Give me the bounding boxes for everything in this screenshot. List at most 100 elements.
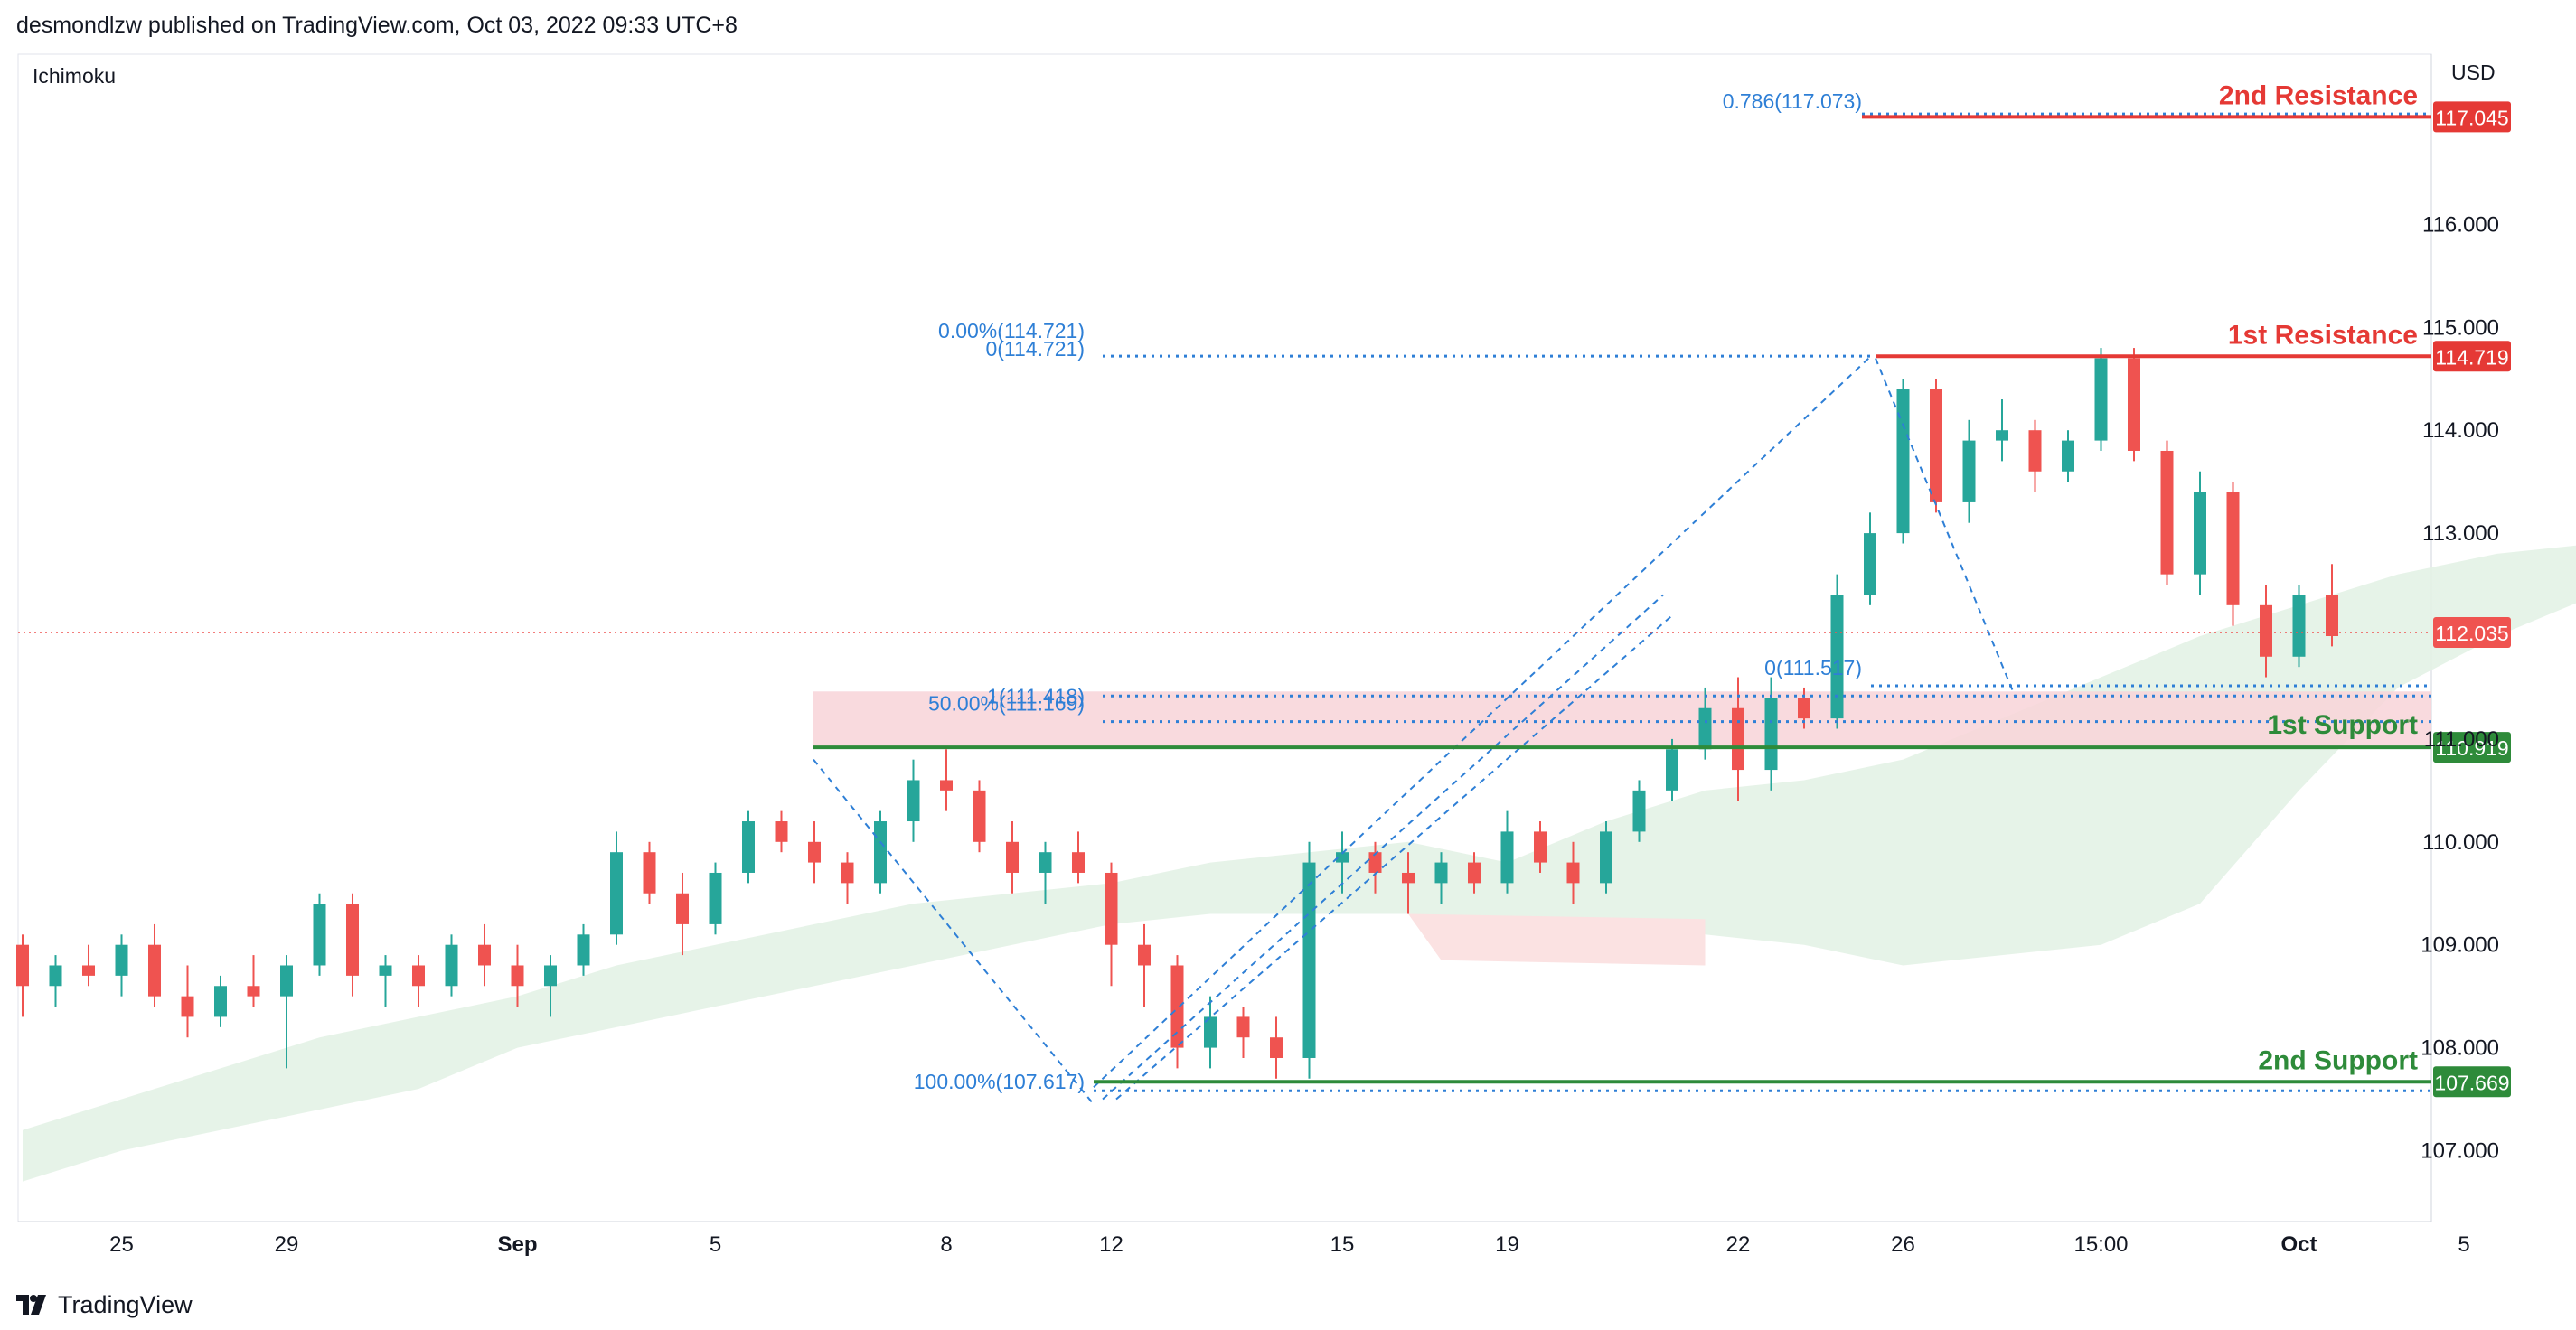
- candle-bullish: [1896, 389, 1910, 534]
- tradingview-logo-icon: [16, 1295, 46, 1315]
- candle-bearish: [1732, 707, 1744, 771]
- fib-label: 100.00%(107.617): [914, 1070, 1085, 1093]
- candle-bearish: [973, 790, 986, 842]
- time-axis-tick: Sep: [497, 1232, 537, 1257]
- candle-bearish: [676, 893, 689, 924]
- candle-bullish: [742, 821, 755, 873]
- candle-bearish: [808, 841, 821, 863]
- current-price-tag-text: 112.035: [2435, 622, 2508, 645]
- price-tag-text-110-919: 110.919: [2435, 736, 2508, 760]
- level-label-1st-support: 1st Support: [2267, 710, 2418, 740]
- support-zone-band: [813, 691, 2431, 748]
- price-axis-tick: 110.000: [2422, 830, 2499, 855]
- fib-label: 50.00%(111.169): [928, 692, 1085, 716]
- price-axis-tick: 111.000: [2424, 727, 2499, 752]
- price-chart[interactable]: Ichimoku USD 2nd Resistance 117.045 1st Resi…: [0, 0, 2576, 1283]
- candle-bearish: [643, 852, 656, 894]
- candle-bullish: [610, 852, 623, 935]
- candle-bullish: [907, 780, 920, 822]
- candle-bullish: [1666, 749, 1678, 791]
- candle-bearish: [775, 821, 788, 842]
- candle-bearish: [1368, 852, 1382, 873]
- candle-bearish: [2326, 595, 2338, 636]
- time-axis-tick: 22: [1726, 1232, 1751, 1257]
- candle-bullish: [115, 944, 128, 976]
- candle-bearish: [1170, 965, 1184, 1048]
- candle-bearish: [412, 965, 425, 987]
- candle-bullish: [1204, 1016, 1217, 1048]
- candle-bullish: [280, 965, 293, 997]
- candle-bullish: [544, 965, 557, 987]
- candle-bearish: [1105, 872, 1118, 945]
- level-label-2nd-support: 2nd Support: [2258, 1045, 2418, 1075]
- fib-channel-line-2: [1115, 614, 1673, 1101]
- candle-bearish: [2226, 492, 2240, 605]
- current-price-tag: [2433, 617, 2511, 649]
- publisher-caption: desmondlzw published on TradingView.com,…: [16, 13, 738, 38]
- candle-bearish: [511, 965, 524, 987]
- fib-trend-line-up: [1093, 355, 1872, 1088]
- candle-bearish: [940, 780, 953, 791]
- candle-bullish: [577, 934, 590, 966]
- candle-bullish: [874, 821, 887, 884]
- price-tag-117-045: [2433, 101, 2511, 133]
- candle-bearish: [1138, 944, 1151, 966]
- candle-bullish: [445, 944, 458, 987]
- price-tag-text-107-669: 107.669: [2434, 1071, 2509, 1094]
- candle-bullish: [2194, 492, 2206, 575]
- candle-bearish: [2260, 604, 2272, 657]
- fib-label: 0(114.721): [985, 337, 1085, 361]
- time-axis-tick: 15:00: [2073, 1232, 2128, 1257]
- candle-bearish: [1930, 389, 1942, 502]
- ichimoku-cloud: [23, 545, 2576, 1182]
- candle-bearish: [1006, 841, 1019, 873]
- ichimoku-cloud-bearish: [1408, 913, 1706, 966]
- time-axis-tick: Oct: [2280, 1232, 2317, 1257]
- price-axis-tick: 116.000: [2422, 212, 2499, 237]
- time-axis-tick: 8: [940, 1232, 952, 1257]
- candle-bearish: [16, 944, 29, 987]
- candle-bearish: [841, 862, 854, 884]
- fib-label: 0.786(117.073): [1723, 89, 1862, 113]
- candle-bearish: [1468, 862, 1481, 884]
- candle-bearish: [1236, 1016, 1250, 1038]
- fib-label: 0.00%(114.721): [938, 319, 1085, 342]
- price-axis-tick: 107.000: [2421, 1139, 2499, 1164]
- fib-label: 1(111.418): [987, 684, 1085, 707]
- candle-bearish: [82, 965, 95, 976]
- time-axis-tick: 5: [710, 1232, 721, 1257]
- candle-bullish: [313, 904, 326, 966]
- level-label-2nd-resistance: 2nd Resistance: [2219, 80, 2418, 110]
- fib-trend-line-down: [813, 759, 1095, 1105]
- candle-bullish: [1864, 533, 1876, 595]
- candle-bullish: [1039, 852, 1052, 873]
- time-axis-tick: 26: [1891, 1232, 1915, 1257]
- candle-bearish: [1072, 852, 1085, 873]
- candle-bearish: [2028, 430, 2042, 472]
- candle-bearish: [2128, 358, 2140, 451]
- level-label-1st-resistance: 1st Resistance: [2228, 320, 2418, 350]
- fib-label: 0(111.517): [1764, 656, 1862, 679]
- candle-bullish: [49, 965, 62, 987]
- time-axis-tick: 19: [1495, 1232, 1519, 1257]
- tradingview-logo[interactable]: TradingView: [16, 1287, 193, 1323]
- price-tag-107-669: [2433, 1066, 2511, 1098]
- price-axis-tick: 115.000: [2422, 315, 2499, 340]
- candle-bullish: [1996, 430, 2008, 441]
- candle-bearish: [2160, 450, 2174, 575]
- time-axis-tick: 12: [1099, 1232, 1123, 1257]
- time-axis-tick: 29: [275, 1232, 299, 1257]
- time-axis-tick: 25: [109, 1232, 134, 1257]
- candle-bearish: [346, 904, 359, 976]
- price-axis-tick: 108.000: [2421, 1036, 2499, 1061]
- candle-bearish: [1798, 698, 1810, 719]
- time-axis-tick: 5: [2458, 1232, 2469, 1257]
- candle-bullish: [1434, 862, 1448, 884]
- candle-bullish: [1698, 707, 1712, 750]
- price-tag-114-719: [2433, 341, 2511, 372]
- candle-bullish: [379, 965, 392, 976]
- candle-bullish: [1600, 831, 1612, 884]
- price-tag-text-117-045: 117.045: [2435, 106, 2508, 129]
- price-axis-tick: 114.000: [2422, 418, 2499, 443]
- price-axis-tick: 109.000: [2421, 933, 2499, 958]
